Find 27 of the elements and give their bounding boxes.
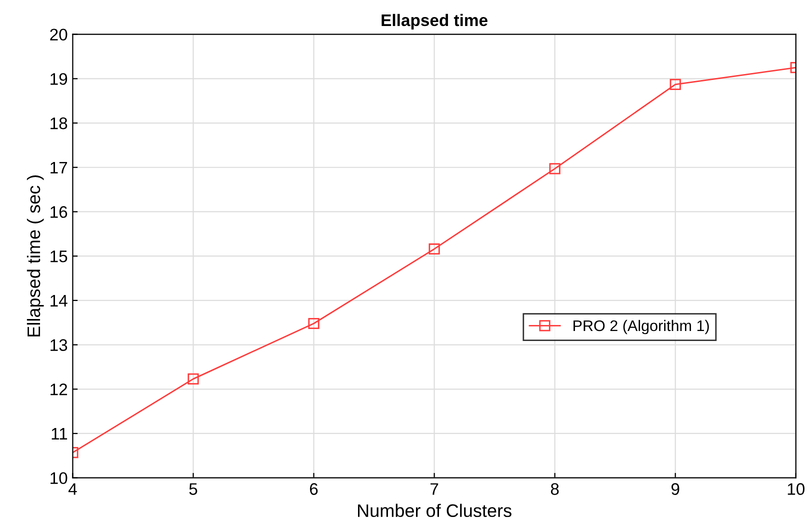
- point: [670, 78, 681, 90]
- y-tick-label: 18: [50, 117, 68, 130]
- y-tick-label: 10: [50, 472, 68, 484]
- y-tick-label: 15: [50, 250, 68, 262]
- y-tick-label: 17: [50, 162, 68, 174]
- y-tick-label: 19: [50, 73, 68, 85]
- x-axis-title: Number of Clusters: [358, 504, 512, 518]
- y-tick-label: 11: [52, 428, 68, 440]
- legend-label: PRO 2 (Algorithm 1): [574, 320, 709, 334]
- x-tick-label: 9: [672, 483, 680, 495]
- y-tick-label: 20: [50, 28, 68, 41]
- point: [428, 243, 440, 255]
- point: [308, 318, 320, 330]
- chart-title: Ellapsed time: [382, 14, 488, 30]
- point: [188, 373, 199, 384]
- x-tick-label: 7: [430, 483, 438, 495]
- y-tick-label: 13: [50, 339, 68, 351]
- x-tick-label: 5: [189, 483, 198, 495]
- y-tick-label: 12: [50, 384, 68, 396]
- x-tick-label: 8: [550, 483, 559, 495]
- point: [549, 163, 560, 174]
- x-tick-label: 10: [788, 483, 804, 495]
- x-tick-label: 6: [310, 483, 318, 495]
- y-tick-label: 16: [50, 206, 68, 218]
- y-axis-title: Ellapsed time ( sec ): [26, 175, 44, 336]
- x-tick-label: 4: [68, 483, 77, 495]
- y-tick-label: 14: [50, 295, 68, 306]
